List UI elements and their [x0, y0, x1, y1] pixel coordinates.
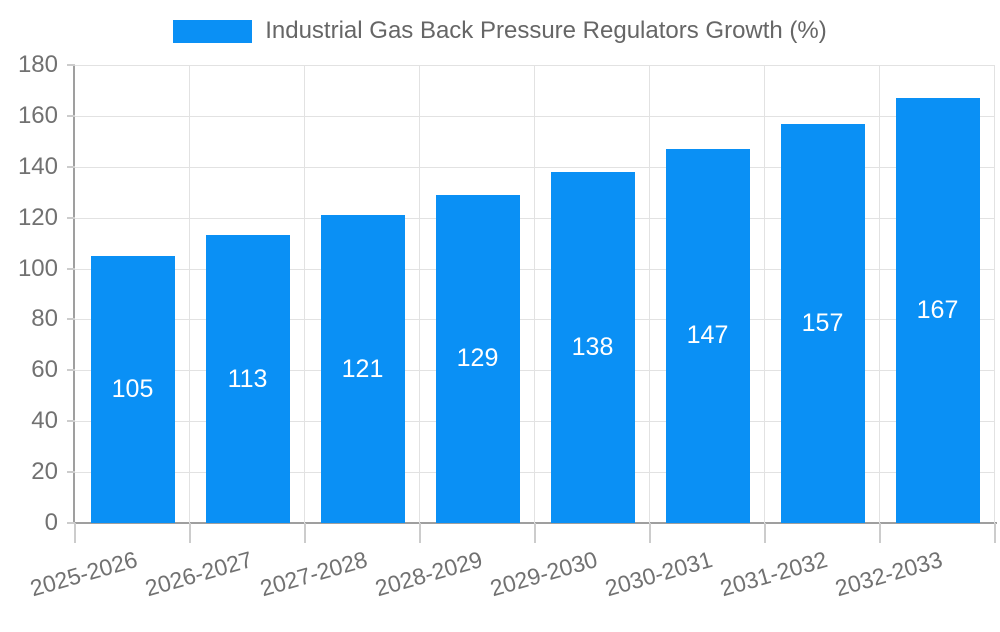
- bar-value-label: 138: [571, 332, 614, 361]
- bar-2026-2027[interactable]: 113: [205, 235, 290, 523]
- y-tick-label: 100: [17, 254, 58, 282]
- x-tick: [649, 523, 651, 543]
- y-tick: [67, 216, 75, 219]
- bar-value-label: 167: [916, 296, 959, 325]
- bar-2031-2032[interactable]: 157: [780, 123, 865, 523]
- legend-label: Industrial Gas Back Pressure Regulators …: [265, 17, 827, 44]
- y-tick: [67, 64, 75, 66]
- x-tick: [994, 523, 996, 543]
- bar-value-label: 105: [111, 374, 154, 403]
- h-gridline: [75, 472, 995, 474]
- y-tick: [67, 471, 75, 474]
- x-tick: [189, 523, 191, 543]
- bar-value-label: 113: [227, 364, 268, 393]
- h-gridline: [75, 370, 995, 372]
- bar-value-label: 129: [456, 344, 499, 373]
- plot-area: 105 113 121 129 138 147 157 167: [75, 65, 995, 523]
- legend-item[interactable]: Industrial Gas Back Pressure Regulators …: [173, 18, 827, 44]
- bar-value-label: 147: [686, 321, 729, 350]
- y-tick: [67, 420, 75, 423]
- y-tick-label: 80: [31, 305, 58, 333]
- y-tick-label: 120: [17, 203, 58, 231]
- bar-value-label: 121: [341, 354, 384, 383]
- y-tick-label: 180: [17, 51, 58, 78]
- x-tick: [304, 523, 306, 543]
- y-tick-label: 60: [31, 356, 58, 384]
- y-tick: [67, 114, 75, 117]
- x-tick: [419, 523, 421, 543]
- legend-swatch: [173, 19, 253, 43]
- x-tick: [879, 523, 881, 543]
- y-tick: [67, 318, 75, 321]
- h-gridline: [75, 166, 995, 168]
- x-tick: [764, 523, 766, 543]
- y-tick-label: 20: [31, 458, 58, 486]
- chart-container: Industrial Gas Back Pressure Regulators …: [0, 18, 1000, 601]
- bar-2028-2029[interactable]: 129: [435, 194, 520, 523]
- y-tick: [67, 369, 75, 372]
- y-tick-label: 40: [31, 407, 58, 435]
- v-gridline: [649, 65, 650, 523]
- h-gridline: [75, 65, 995, 66]
- v-gridline: [994, 65, 995, 523]
- v-gridline: [304, 65, 305, 523]
- bar-value-label: 157: [801, 308, 844, 337]
- v-gridline: [419, 65, 420, 523]
- v-gridline: [764, 65, 765, 523]
- h-gridline: [75, 268, 995, 270]
- bar-2032-2033[interactable]: 167: [895, 98, 980, 523]
- v-gridline: [879, 65, 880, 523]
- h-gridline: [75, 421, 995, 423]
- h-gridline: [75, 115, 995, 117]
- v-gridline: [189, 65, 190, 523]
- y-tick: [67, 165, 75, 168]
- bar-2029-2030[interactable]: 138: [550, 171, 635, 523]
- bar-2030-2031[interactable]: 147: [665, 148, 750, 523]
- legend: Industrial Gas Back Pressure Regulators …: [0, 18, 1000, 44]
- x-tick: [534, 523, 536, 543]
- h-gridline: [75, 217, 995, 219]
- y-tick-label: 0: [44, 509, 58, 536]
- v-gridline: [534, 65, 535, 523]
- h-gridline: [75, 319, 995, 321]
- y-axis-line: [73, 65, 75, 523]
- y-tick: [67, 267, 75, 270]
- y-tick-label: 140: [17, 152, 58, 180]
- x-tick: [74, 523, 76, 543]
- y-tick-label: 160: [17, 101, 58, 129]
- bar-2025-2026[interactable]: 105: [90, 255, 175, 523]
- y-tick: [67, 522, 75, 524]
- bar-2027-2028[interactable]: 121: [320, 215, 405, 523]
